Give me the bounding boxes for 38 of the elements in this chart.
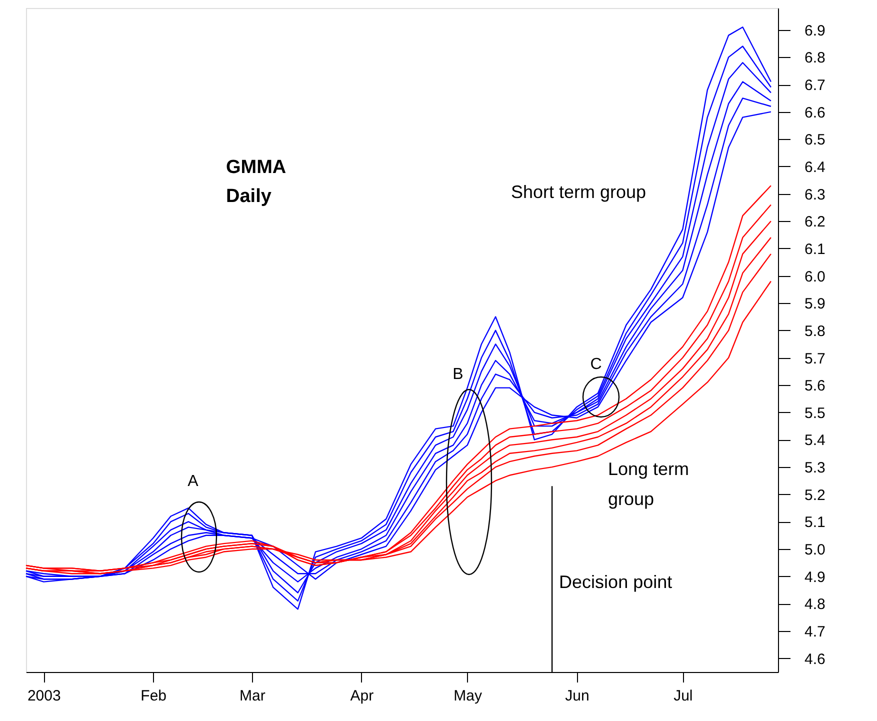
y-tick-label: 5.3 <box>804 460 826 477</box>
ref-line-label: Decision point <box>559 572 672 592</box>
annotation: B <box>452 366 464 383</box>
y-tick-label: 6.5 <box>804 132 826 149</box>
x-tick-label: Mar <box>240 688 266 704</box>
y-tick-label: 6.8 <box>804 50 826 67</box>
y-tick-label: 6.7 <box>804 77 826 94</box>
annotation: Long term group <box>608 459 690 509</box>
y-tick-label: 4.9 <box>804 568 826 586</box>
y-tick-label: 6.3 <box>804 186 826 204</box>
y-tick-label: 4.8 <box>804 596 826 614</box>
x-tick-label: Apr <box>350 688 374 704</box>
y-tick-label: 6.9 <box>804 22 826 40</box>
x-tick-label: May <box>454 688 482 704</box>
y-tick-label: 6.1 <box>804 240 826 258</box>
y-tick-label: 5.5 <box>804 404 826 422</box>
y-tick-label: 5.6 <box>804 378 826 395</box>
y-tick-label: 5.7 <box>804 350 826 368</box>
x-tick-label: 2003 <box>27 688 61 704</box>
annotation: A <box>188 473 199 490</box>
y-tick-label: 6.4 <box>804 158 826 176</box>
y-tick-label: 5.8 <box>804 322 826 340</box>
y-tick-label: 5.4 <box>804 432 826 450</box>
y-tick-label: 5.1 <box>804 514 826 532</box>
y-tick-label: 4.7 <box>804 624 826 641</box>
annotation: Short term group <box>511 182 646 202</box>
y-tick-label: 6.6 <box>804 104 826 122</box>
text: GMMA Daily <box>226 157 286 207</box>
y-tick-label: 5.2 <box>804 486 826 504</box>
y-tick-label: 6.2 <box>804 214 826 231</box>
x-tick-label: Feb <box>140 688 167 704</box>
x-tick-label: Jun <box>565 688 590 704</box>
x-tick-label: Jul <box>674 688 693 704</box>
y-tick-label: 6.0 <box>804 268 826 286</box>
y-tick-label: 4.6 <box>804 650 826 668</box>
y-tick-label: 5.0 <box>804 542 826 559</box>
y-tick-label: 5.9 <box>804 296 826 313</box>
annotation: C <box>590 356 602 373</box>
